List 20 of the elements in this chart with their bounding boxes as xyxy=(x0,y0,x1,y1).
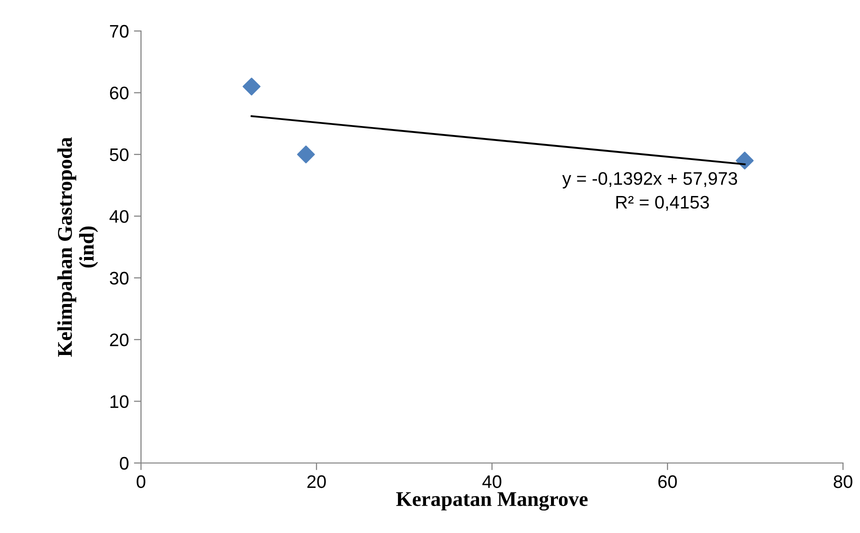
annotation: R² = 0,4153 xyxy=(616,196,709,211)
y-tick-label: 40 xyxy=(110,210,128,223)
y-tick-label: 10 xyxy=(110,395,128,408)
y-tick-label: 60 xyxy=(110,86,128,100)
y-tick-label: 70 xyxy=(110,24,128,38)
x-tick-label: 40 xyxy=(482,475,502,488)
x-tick-label: 60 xyxy=(658,475,677,488)
point xyxy=(242,78,260,96)
x-tick-label: 0 xyxy=(136,475,146,488)
y-tick-label: 50 xyxy=(110,148,128,162)
point xyxy=(736,152,754,170)
y-axis-title: Kelimpahan Gastropoda (ind) xyxy=(57,137,98,357)
x-tick-label: 80 xyxy=(834,475,852,488)
point xyxy=(297,146,315,164)
x-axis-title: Kerapatan Mangrove xyxy=(396,492,588,511)
y-tick-label: 20 xyxy=(110,334,128,346)
y-tick-label: 0 xyxy=(120,456,128,470)
y-tick-label: 30 xyxy=(110,272,128,285)
x-tick-label: 20 xyxy=(307,475,326,488)
annotation: y = -0,1392x + 57,973 xyxy=(562,172,738,188)
